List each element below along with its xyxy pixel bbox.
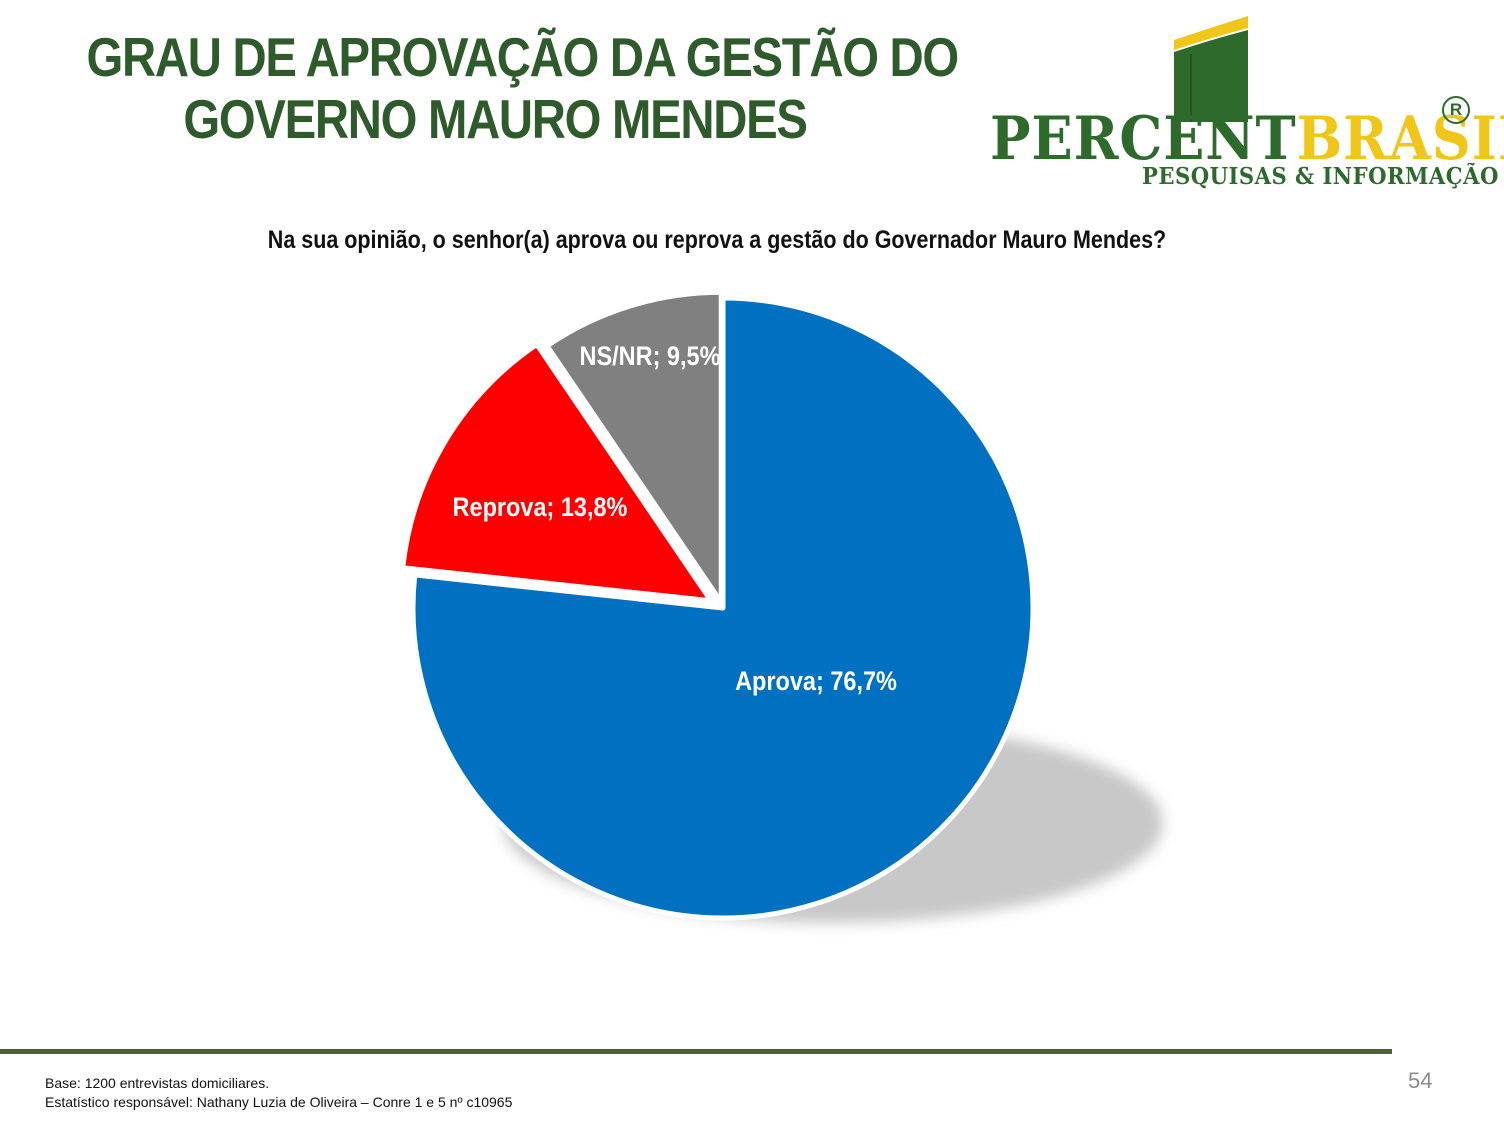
chart-question: Na sua opinião, o senhor(a) aprova ou re…: [267, 226, 1167, 254]
pie-slice-aprova: [410, 295, 1036, 921]
page-title-line-1: GRAU DE APROVAÇÃO DA GESTÃO DO: [86, 26, 960, 88]
data-label-ns-nr: NS/NR; 9,5%: [580, 342, 721, 372]
pie-slice-ns-nr: [544, 289, 724, 605]
footer-divider: [0, 1049, 1392, 1054]
footer-statistician: Estatístico responsável: Nathany Luzia d…: [45, 1094, 513, 1110]
footer-base: Base: 1200 entrevistas domiciliares.: [45, 1075, 270, 1091]
logo-word-percent: PERCENT: [990, 104, 1297, 174]
logo-wordmark: PERCENTBRASIL: [990, 106, 1504, 172]
page-number: 54: [1408, 1068, 1433, 1093]
footer-notes: Base: 1200 entrevistas domiciliares. Est…: [45, 1074, 512, 1112]
page-title-line-2: GOVERNO MAURO MENDES: [183, 88, 808, 150]
data-label-aprova: Aprova; 76,7%: [735, 667, 897, 697]
registered-mark: R: [1442, 96, 1470, 124]
logo-word-brasil: BRASIL: [1296, 104, 1504, 174]
logo-subtitle: PESQUISAS & INFORMAÇÃO: [1142, 163, 1499, 190]
data-label-reprova: Reprova; 13,8%: [453, 493, 628, 523]
pie-slice-reprova: [400, 341, 714, 604]
page-title: GRAU DE APROVAÇÃO DA GESTÃO DO GOVERNO M…: [86, 26, 960, 150]
logo-flag-icon: [1174, 16, 1248, 122]
percentbrasil-logo: PERCENTBRASIL R PESQUISAS & INFORMAÇÃO: [990, 14, 1504, 194]
